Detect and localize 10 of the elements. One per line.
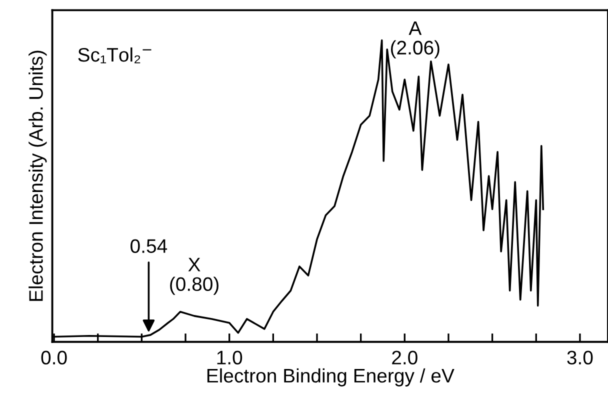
annotation: 0.54 <box>130 239 168 253</box>
x-tick-label: 0.0 <box>41 350 67 364</box>
x-tick-label: 3.0 <box>567 350 593 364</box>
y-axis-title: Electron Intensity (Arb. Units) <box>28 50 47 301</box>
x-axis-title: Electron Binding Energy / eV <box>207 368 454 386</box>
annotation: A (2.06) <box>390 21 440 58</box>
annotation: Sc₁Tol₂$^{−}$ <box>78 47 152 64</box>
x-tick-label: 2.0 <box>392 350 418 364</box>
x-tick-label: 1.0 <box>217 350 242 364</box>
annotation: X (0.80) <box>170 258 218 295</box>
